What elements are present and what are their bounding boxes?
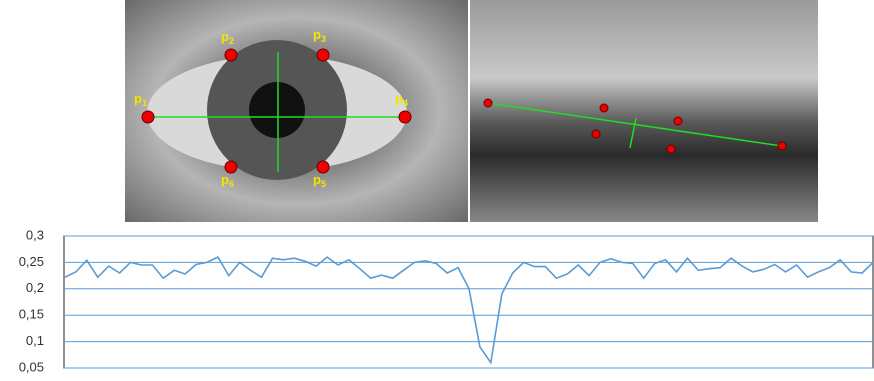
right-eye-photo: [470, 0, 818, 222]
y-tick-label: 0,1: [26, 333, 44, 348]
data-line: [65, 257, 873, 363]
label-sub: 3: [321, 34, 326, 44]
y-tick-label: 0,05: [19, 359, 44, 374]
label-sub: 5: [321, 179, 326, 189]
label-base: p: [221, 172, 229, 187]
page: {"figure": {"eye_labels": [{"base": "p",…: [0, 0, 874, 381]
label-sub: 4: [403, 98, 408, 108]
pupil: [249, 82, 305, 138]
y-tick-label: 0,15: [19, 307, 44, 322]
label-base: p: [134, 91, 142, 106]
label-base: p: [313, 27, 321, 42]
figure: p1p2p3p4p5p60,050,10,150,20,250,3: [0, 0, 874, 381]
label-base: p: [395, 91, 403, 106]
y-tick-label: 0,3: [26, 227, 44, 242]
label-sub: 1: [142, 98, 147, 108]
label-sub: 2: [229, 36, 234, 46]
label-sub: 6: [229, 179, 234, 189]
plot-frame: [64, 236, 873, 368]
label-base: p: [313, 172, 321, 187]
label-base: p: [221, 29, 229, 44]
y-tick-label: 0,2: [26, 280, 44, 295]
y-tick-label: 0,25: [19, 254, 44, 269]
